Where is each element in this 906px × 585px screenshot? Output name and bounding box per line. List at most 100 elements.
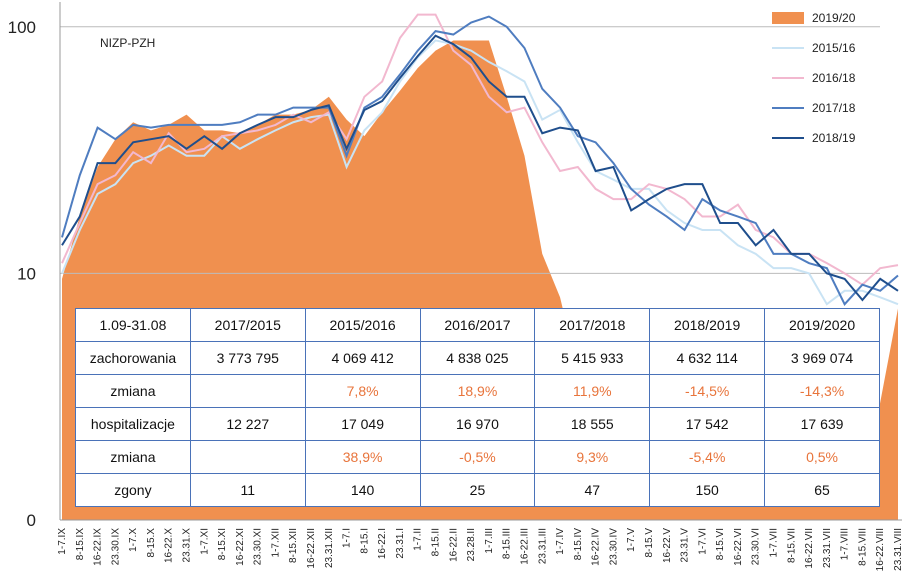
table-cell: 9,3% (534, 440, 651, 474)
x-tick-label: 16-22.VIII (875, 528, 886, 571)
header-cell: 2016/2017 (419, 308, 536, 342)
x-tick-label: 23.30.IV (608, 528, 619, 566)
x-tick-label: 16-22.IX (93, 528, 104, 566)
x-tick-label: 8-15.III (502, 528, 513, 559)
x-tick-label: 1-7.I (342, 528, 353, 548)
legend-swatch (772, 12, 804, 24)
x-tick-label: 23.31.X (182, 528, 193, 563)
y-tick-label: 10 (17, 264, 36, 283)
x-tick-label: 8-15.XII (288, 528, 299, 563)
summary-table: 1.09-31.08 2017/2015 2015/2016 2016/2017 201… (75, 308, 880, 507)
y-tick-label: 0 (27, 511, 36, 530)
table-row: zmiana 7,8% 18,9% 11,9% -14,5% -14,3% (75, 374, 880, 408)
row-label: zgony (75, 473, 191, 507)
header-cell: 2019/2020 (764, 308, 880, 342)
x-tick-label: 16-22.I (377, 528, 388, 559)
x-tick-label: 1-7.XII (270, 528, 281, 557)
legend-label: 2016/18 (812, 71, 856, 85)
header-cell: 2015/2016 (304, 308, 421, 342)
x-tick-label: 23.30.IX (110, 528, 121, 566)
legend-item: 2019/20 (772, 11, 856, 25)
table-row: zmiana 38,9% -0,5% 9,3% -5,4% 0,5% (75, 440, 880, 474)
x-tick-label: 8-15.XI (217, 528, 228, 560)
table-cell: 5 415 933 (534, 341, 651, 375)
row-label: hospitalizacje (75, 407, 191, 441)
table-cell: -5,4% (649, 440, 766, 474)
header-cell: 2017/2018 (534, 308, 651, 342)
table-cell: 18 555 (534, 407, 651, 441)
table-header-row: 1.09-31.08 2017/2015 2015/2016 2016/2017 201… (75, 308, 880, 342)
x-tick-label: 23.30.XI (253, 528, 264, 565)
x-tick-label: 23.31.I (395, 528, 406, 559)
x-tick-label: 23.31.VIII (893, 528, 904, 571)
table-cell: 65 (764, 473, 880, 507)
x-tick-label: 8-15.X (146, 528, 157, 558)
line (61, 15, 899, 306)
x-tick-label: 16-22.V (662, 528, 673, 563)
table-cell: -14,5% (649, 374, 766, 408)
x-tick-label: 8-15.IX (75, 528, 86, 561)
x-tick-label: 1-7.II (413, 528, 424, 551)
table-cell: 18,9% (419, 374, 536, 408)
x-tick-label: 23.31.III (537, 528, 548, 564)
x-tick-label: 23.31.VII (822, 528, 833, 568)
table-cell (189, 440, 306, 474)
x-tick-label: 8-15.VI (715, 528, 726, 560)
table-cell: 3 773 795 (189, 341, 306, 375)
x-tick-label: 8-15.VIII (857, 528, 868, 566)
legend-item: 2015/16 (772, 41, 856, 55)
table-cell: 150 (649, 473, 766, 507)
y-tick-label: 100 (8, 18, 36, 37)
legend-item: 2017/18 (772, 101, 856, 115)
annotation: NIZP-PZH (100, 36, 155, 50)
table-row: hospitalizacje 12 227 17 049 16 970 18 555 17… (75, 407, 880, 441)
table-cell: 11 (189, 473, 306, 507)
line (61, 34, 899, 302)
x-tick-label: 23.30.VI (751, 528, 762, 565)
row-label: zmiana (75, 440, 191, 474)
table-cell: 4 632 114 (649, 341, 766, 375)
x-tick-label: 16-22.IV (591, 528, 602, 566)
legend-label: 2019/20 (812, 11, 856, 25)
row-label: zachorowania (75, 341, 191, 375)
x-tick-label: 1-7.VIII (840, 528, 851, 560)
x-tick-label: 23.28.II (466, 528, 477, 561)
table-cell: 25 (419, 473, 536, 507)
legend-label: 2017/18 (812, 101, 856, 115)
x-tick-label: 8-15.VII (786, 528, 797, 563)
table-cell: 11,9% (534, 374, 651, 408)
line (61, 13, 899, 286)
x-tick-label: 23.31.V (680, 528, 691, 563)
x-tick-label: 1-7.IV (555, 528, 566, 555)
x-tick-label: 1-7.VI (697, 528, 708, 555)
table-cell: 17 639 (764, 407, 880, 441)
x-tick-label: 16-22.XI (235, 528, 246, 566)
table-cell (189, 374, 306, 408)
line (61, 39, 899, 306)
x-tick-label: 1-7.XI (199, 528, 210, 555)
table-cell: 3 969 074 (764, 341, 880, 375)
legend-item: 2016/18 (772, 71, 856, 85)
x-tick-label: 16-22.VII (804, 528, 815, 569)
row-label: zmiana (75, 374, 191, 408)
x-tick-label: 1-7.V (626, 528, 637, 552)
x-tick-label: 8-15.II (431, 528, 442, 556)
table-cell: 17 542 (649, 407, 766, 441)
header-cell: 1.09-31.08 (75, 308, 191, 342)
table-cell: 38,9% (304, 440, 421, 474)
x-tick-label: 16-22.XII (306, 528, 317, 569)
x-tick-label: 16-22.X (164, 528, 175, 563)
table-cell: 4 838 025 (419, 341, 536, 375)
table-cell: 47 (534, 473, 651, 507)
legend-label: 2018/19 (812, 131, 856, 145)
x-tick-label: 8-15.V (644, 528, 655, 558)
table-cell: 140 (304, 473, 421, 507)
x-tick-label: 16-22.III (519, 528, 530, 565)
x-tick-label: 8-15.IV (573, 528, 584, 561)
table-row: zgony 11 140 25 47 150 65 (75, 473, 880, 507)
x-tick-label: 1-7.III (484, 528, 495, 554)
x-tick-label: 16-22.VI (733, 528, 744, 566)
table-cell: 0,5% (764, 440, 880, 474)
table-cell: 4 069 412 (304, 341, 421, 375)
